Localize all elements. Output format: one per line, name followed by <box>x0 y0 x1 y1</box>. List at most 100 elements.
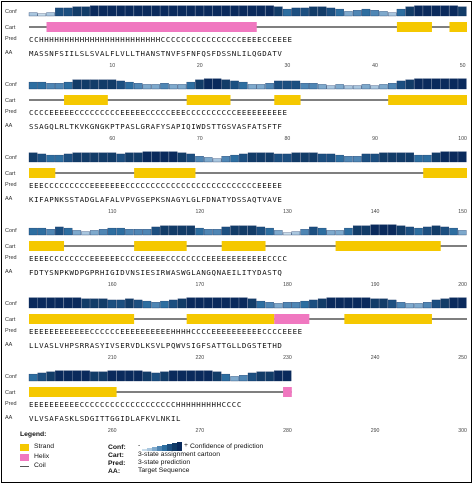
confidence-bar <box>449 5 458 17</box>
confidence-bar <box>107 299 117 309</box>
position-tick: 30 <box>284 63 291 69</box>
confidence-bar <box>195 297 204 309</box>
confidence-bar <box>431 78 441 90</box>
coil-label: Coil <box>34 462 46 469</box>
confidence-bar <box>396 302 406 309</box>
helix-segment <box>46 22 257 32</box>
confidence-bar <box>431 5 441 17</box>
position-tick: 280 <box>283 428 292 434</box>
confidence-bar <box>204 5 213 17</box>
confidence-bar <box>195 79 204 90</box>
conf-key: Conf: <box>108 444 126 451</box>
confidence-bar <box>125 229 134 236</box>
confidence-bar <box>256 84 266 90</box>
confidence-bar <box>98 79 108 90</box>
row-label-conf: Conf <box>5 155 17 161</box>
confidence-bar <box>125 298 134 309</box>
confidence-bar <box>449 297 458 309</box>
confidence-bar <box>317 227 327 236</box>
confidence-bar <box>300 83 309 90</box>
confidence-bar <box>230 225 239 236</box>
confidence-bar <box>300 7 309 17</box>
confidence-bar <box>344 85 353 90</box>
position-tick: 170 <box>195 282 205 288</box>
confidence-bar <box>212 78 222 90</box>
confidence-bar <box>282 232 292 236</box>
confidence-bar <box>160 371 169 382</box>
confidence-bar <box>142 371 152 382</box>
strand-segment <box>449 22 467 32</box>
confidence-bar <box>37 81 47 90</box>
legend: Legend: Strand Helix Coil Conf: - + Conf… <box>20 431 320 481</box>
pred-sequence: EEEECCCCCCCCEEEEEECCCCEEEEECCCCCCCCEEEEE… <box>29 254 288 263</box>
confidence-bar <box>177 370 187 382</box>
confidence-bar <box>458 6 467 17</box>
confidence-bar <box>274 230 283 236</box>
confidence-bar <box>72 370 82 382</box>
confidence-bar <box>265 83 274 90</box>
confidence-bar <box>300 300 309 309</box>
confidence-bar <box>414 5 423 17</box>
confidence-bar <box>221 373 231 382</box>
strand-segment <box>274 95 301 105</box>
confidence-bar <box>169 370 178 382</box>
confidence-bar <box>142 229 152 236</box>
confidence-bar <box>440 5 450 17</box>
strand-segment <box>396 22 432 32</box>
aa-sequence: VLVSAFASKLSDGITTGGIDLAFKVLNKIL <box>29 414 182 423</box>
confidence-bar <box>239 81 248 90</box>
cart-desc: 3-state assignment cartoon <box>138 451 220 458</box>
confidence-bar <box>247 298 257 309</box>
confidence-bar <box>256 371 266 382</box>
confidence-bar <box>212 5 222 17</box>
confidence-bar <box>247 225 257 236</box>
confidence-bar <box>326 85 336 90</box>
confidence-bar <box>133 229 143 236</box>
confidence-bar <box>282 302 292 309</box>
confidence-bar <box>423 226 432 236</box>
confidence-bar <box>63 370 73 382</box>
confidence-bar <box>28 227 38 236</box>
pred-sequence: EEECCCCCCCCCEEEEEEECCCCCCCCCCCCCCCCCCCCC… <box>29 181 283 190</box>
confidence-bar <box>352 85 362 90</box>
confidence-bar <box>116 370 125 382</box>
position-tick: 210 <box>107 355 117 361</box>
confidence-bar <box>247 372 257 382</box>
position-tick: 180 <box>283 282 292 288</box>
pred-desc: 3-state prediction <box>138 459 191 466</box>
confidence-bar <box>204 370 213 382</box>
confidence-bar <box>63 227 73 236</box>
confidence-bar <box>37 297 47 309</box>
confidence-bar <box>423 154 432 163</box>
confidence-bar <box>28 152 38 163</box>
confidence-bar <box>317 6 327 17</box>
confidence-bar <box>81 6 90 17</box>
strand-segment <box>344 314 432 324</box>
helix-segment <box>274 314 310 324</box>
confidence-bar <box>177 225 187 236</box>
pred-sequence: EEEEEEEEEEEECCCCCCEEEEEEEEEEHHHHCCCCEEEE… <box>29 327 303 336</box>
confidence-bar <box>46 83 55 90</box>
confidence-bar <box>344 11 353 17</box>
confidence-bar <box>309 299 318 309</box>
row-label-cart: Cart <box>5 244 16 250</box>
confidence-bar <box>116 5 125 17</box>
confidence-bar <box>46 154 55 163</box>
confidence-bar <box>230 297 239 309</box>
strand-segment <box>388 95 467 105</box>
row-label-conf: Conf <box>5 9 17 15</box>
coil-swatch <box>20 466 29 467</box>
confidence-bar <box>160 83 169 90</box>
confidence-bar <box>326 153 336 163</box>
position-tick: 290 <box>370 428 380 434</box>
confidence-bar <box>116 227 125 236</box>
confidence-bar <box>291 302 301 309</box>
confidence-bar <box>423 78 432 90</box>
strand-segment <box>29 241 65 251</box>
confidence-bar <box>379 298 388 309</box>
confidence-bar <box>107 227 117 236</box>
confidence-bar <box>46 297 55 309</box>
confidence-bar <box>177 152 187 163</box>
row-label-cart: Cart <box>5 25 16 31</box>
row-label-aa: AA <box>5 123 13 129</box>
